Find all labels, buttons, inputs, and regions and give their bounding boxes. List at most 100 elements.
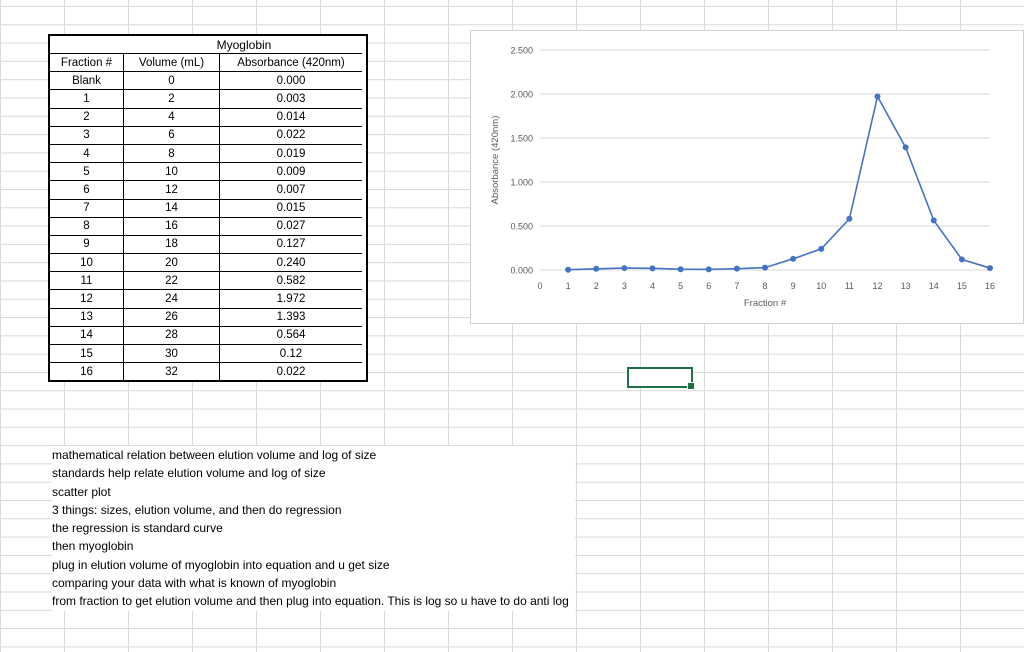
x-tick-label: 1 <box>566 281 571 291</box>
note-line[interactable]: then myoglobin <box>52 537 575 556</box>
table-body: Blank 0 0.000 1 2 0.003 2 4 0.014 3 6 0.022 4 8 0.019 5… <box>50 71 366 381</box>
absorbance-cell[interactable]: 0.019 <box>220 143 362 162</box>
data-point <box>621 265 628 272</box>
absorbance-cell[interactable]: 0.022 <box>220 125 362 144</box>
absorbance-cell[interactable]: 1.972 <box>220 289 362 307</box>
absorbance-cell[interactable]: 0.022 <box>220 362 362 380</box>
volume-cell[interactable]: 4 <box>124 107 220 126</box>
note-line[interactable]: 3 things: sizes, elution volume, and the… <box>52 500 575 520</box>
volume-cell[interactable]: 2 <box>124 89 220 108</box>
fraction-cell[interactable]: Blank <box>50 71 124 90</box>
volume-cell[interactable]: 32 <box>124 362 220 381</box>
table-title[interactable]: Myoglobin <box>216 37 272 52</box>
table-row: 13 26 1.393 <box>50 307 366 326</box>
fraction-cell[interactable]: 1 <box>50 89 124 108</box>
volume-cell[interactable]: 14 <box>124 198 220 217</box>
volume-cell[interactable]: 16 <box>124 216 220 235</box>
x-tick-label: 7 <box>734 281 739 291</box>
table-row: 9 18 0.127 <box>50 234 366 254</box>
x-tick-label: 2 <box>594 281 599 291</box>
fraction-cell[interactable]: 16 <box>50 362 124 381</box>
x-tick-label: 4 <box>650 281 655 291</box>
absorbance-cell[interactable]: 0.009 <box>220 162 362 180</box>
fraction-cell[interactable]: 14 <box>50 325 124 344</box>
y-tick-label: 1.000 <box>510 178 533 188</box>
fraction-cell[interactable]: 7 <box>50 198 124 217</box>
fill-handle[interactable] <box>687 382 695 390</box>
absorbance-cell[interactable]: 0.007 <box>220 180 362 198</box>
note-line[interactable]: scatter plot <box>52 482 575 501</box>
absorbance-cell[interactable]: 0.015 <box>220 198 362 217</box>
volume-cell[interactable]: 0 <box>124 71 220 90</box>
table-row: 14 28 0.564 <box>50 325 366 344</box>
note-line[interactable]: the regression is standard curve <box>52 519 575 538</box>
note-line[interactable]: standards help relate elution volume and… <box>52 464 575 483</box>
data-point <box>593 265 600 272</box>
volume-cell[interactable]: 30 <box>124 344 220 363</box>
data-point <box>705 266 712 273</box>
fraction-cell[interactable]: 3 <box>50 125 124 144</box>
volume-cell[interactable]: 8 <box>124 143 220 163</box>
note-line[interactable]: from fraction to get elution volume and … <box>52 592 575 611</box>
x-tick-label: 11 <box>845 281 854 291</box>
fraction-cell[interactable]: 10 <box>50 253 124 272</box>
fraction-cell[interactable]: 9 <box>50 234 124 254</box>
absorbance-cell[interactable]: 0.027 <box>220 216 362 235</box>
x-tick-label: 8 <box>762 281 767 291</box>
header-absorbance[interactable]: Absorbance (420nm) <box>220 53 362 71</box>
volume-cell[interactable]: 26 <box>124 307 220 326</box>
note-line[interactable]: plug in elution volume of myoglobin into… <box>52 555 575 575</box>
data-point <box>846 215 853 222</box>
fraction-cell[interactable]: 12 <box>50 289 124 308</box>
header-volume[interactable]: Volume (mL) <box>124 53 220 72</box>
volume-cell[interactable]: 20 <box>124 253 220 272</box>
table-row: 4 8 0.019 <box>50 143 366 163</box>
fraction-cell[interactable]: 5 <box>50 162 124 181</box>
volume-cell[interactable]: 6 <box>124 125 220 144</box>
selected-cell[interactable] <box>627 367 695 390</box>
absorbance-cell[interactable]: 0.582 <box>220 271 362 289</box>
table-row: 16 32 0.022 <box>50 362 366 381</box>
fraction-cell[interactable]: 13 <box>50 307 124 326</box>
absorbance-cell[interactable]: 1.393 <box>220 307 362 326</box>
table-row: 7 14 0.015 <box>50 198 366 217</box>
table-title-row: Myoglobin <box>50 36 366 53</box>
y-tick-label: 0.000 <box>510 266 533 276</box>
data-point <box>930 217 937 224</box>
volume-cell[interactable]: 10 <box>124 162 220 181</box>
data-point <box>818 245 825 252</box>
y-tick-label: 2.500 <box>510 46 533 56</box>
volume-cell[interactable]: 18 <box>124 234 220 254</box>
header-fraction[interactable]: Fraction # <box>50 53 124 72</box>
absorbance-cell[interactable]: 0.564 <box>220 325 362 344</box>
note-line[interactable]: comparing your data with what is known o… <box>52 574 575 593</box>
absorbance-cell[interactable]: 0.003 <box>220 89 362 107</box>
volume-cell[interactable]: 22 <box>124 271 220 290</box>
fraction-cell[interactable]: 11 <box>50 271 124 290</box>
x-tick-label: 6 <box>706 281 711 291</box>
data-point <box>902 144 909 151</box>
absorbance-chart[interactable]: 0.000 0.500 1.000 1.500 2.000 2.500 0 1 2 3 4 5 6 7 8 9… <box>470 30 1024 324</box>
absorbance-cell[interactable]: 0.127 <box>220 234 362 253</box>
volume-cell[interactable]: 12 <box>124 180 220 199</box>
table-row: 8 16 0.027 <box>50 216 366 235</box>
fraction-cell[interactable]: 4 <box>50 143 124 163</box>
data-point <box>987 265 993 272</box>
data-point <box>733 265 740 272</box>
fraction-cell[interactable]: 6 <box>50 180 124 199</box>
table-row: Blank 0 0.000 <box>50 71 366 90</box>
fraction-cell[interactable]: 8 <box>50 216 124 235</box>
x-tick-label: 10 <box>816 281 826 291</box>
absorbance-cell[interactable]: 0.014 <box>220 107 362 126</box>
x-tick-label: 5 <box>678 281 683 291</box>
note-line[interactable]: mathematical relation between elution vo… <box>52 446 575 465</box>
absorbance-cell[interactable]: 0.000 <box>220 71 362 89</box>
fraction-cell[interactable]: 15 <box>50 344 124 363</box>
absorbance-cell[interactable]: 0.240 <box>220 253 362 271</box>
fraction-cell[interactable]: 2 <box>50 107 124 126</box>
absorbance-cell[interactable]: 0.12 <box>220 344 362 362</box>
table-row: 6 12 0.007 <box>50 180 366 199</box>
volume-cell[interactable]: 24 <box>124 289 220 308</box>
volume-cell[interactable]: 28 <box>124 325 220 344</box>
table-row: 12 24 1.972 <box>50 289 366 308</box>
